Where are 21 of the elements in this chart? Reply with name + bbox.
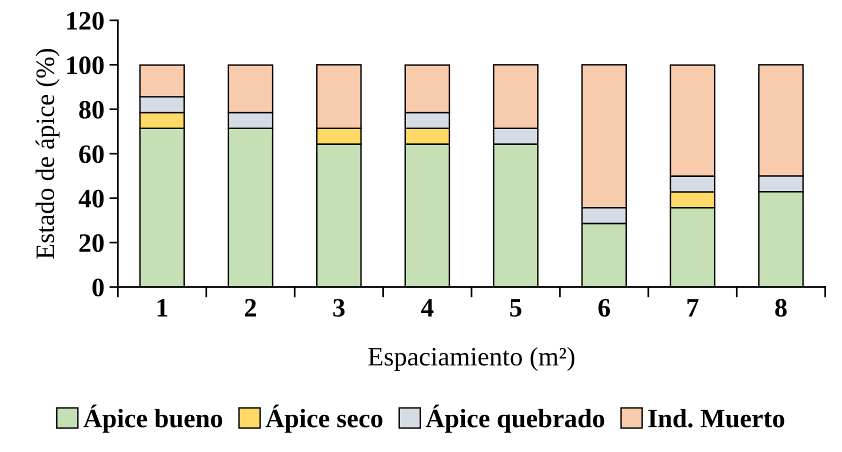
x-tick-label: 1 — [158, 299, 168, 316]
x-axis-title: Espaciamiento (m²) — [368, 347, 574, 371]
y-tick-label: 120 — [67, 12, 104, 30]
y-tick-label: 20 — [79, 234, 104, 252]
legend-label: Ind. Muerto — [648, 408, 784, 428]
y-tick-label: 60 — [79, 145, 104, 164]
y-tick-label: 100 — [67, 56, 104, 74]
legend-label: Ápice quebrado — [426, 404, 604, 433]
y-tick-label: 40 — [78, 190, 104, 208]
x-tick-label: 5 — [510, 299, 522, 317]
x-tick-label: 4 — [421, 299, 434, 316]
legend-label: Ápice seco — [266, 404, 382, 433]
x-tick-label: 6 — [598, 298, 610, 317]
y-axis-title: Estado de ápice (%) — [36, 48, 60, 259]
x-tick-label: 7 — [687, 299, 698, 316]
y-tick-label: 0 — [92, 278, 104, 296]
legend-label: Ápice bueno — [83, 404, 222, 433]
y-tick-label: 80 — [79, 100, 104, 119]
x-tick-label: 3 — [333, 298, 345, 317]
x-tick-label: 8 — [775, 298, 787, 317]
x-tick-label: 2 — [245, 298, 256, 316]
